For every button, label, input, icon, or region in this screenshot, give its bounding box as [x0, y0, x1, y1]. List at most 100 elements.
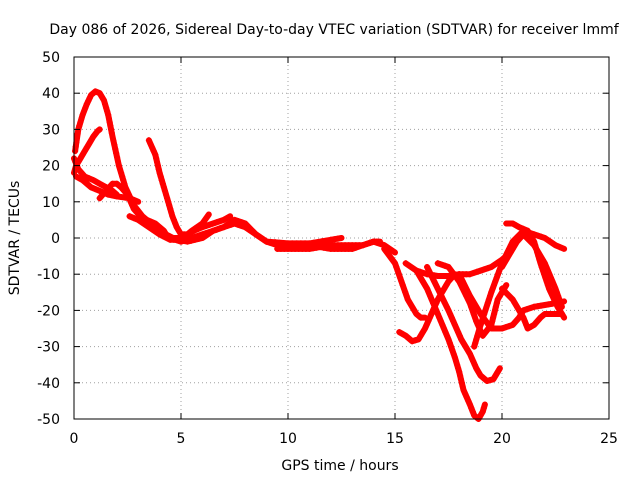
data-point — [394, 267, 401, 274]
data-point — [460, 387, 467, 393]
data-point — [473, 318, 480, 325]
data-point — [145, 137, 152, 144]
data-point — [533, 245, 540, 252]
data-point — [401, 285, 407, 292]
data-point — [471, 361, 478, 368]
data-point — [434, 285, 441, 292]
data-point — [424, 264, 431, 270]
data-point — [129, 202, 136, 209]
axis-ticks: 0 5 10 15 20 25 -50 -40 -30 -20 -10 0 10 20 30 40 50 — [37, 50, 618, 447]
data-point — [101, 189, 107, 196]
data-point — [491, 311, 498, 317]
data-point — [503, 256, 510, 263]
data-point — [482, 329, 489, 336]
y-tick-label: -10 — [37, 267, 60, 283]
y-tick-label: 0 — [51, 231, 60, 247]
data-point — [507, 249, 514, 256]
data-point — [422, 282, 428, 289]
y-tick-label: 10 — [42, 195, 60, 211]
data-point — [217, 225, 224, 232]
data-point — [413, 311, 420, 317]
data-point — [496, 267, 503, 274]
data-point — [173, 224, 180, 231]
data-point — [477, 412, 484, 419]
data-point — [88, 184, 95, 191]
y-tick-label: 20 — [42, 159, 60, 175]
data-point — [552, 285, 559, 292]
data-point — [425, 318, 432, 325]
data-point — [449, 347, 456, 354]
data-point — [437, 318, 444, 325]
data-point — [235, 218, 242, 225]
data-point — [460, 340, 467, 346]
data-point — [135, 216, 142, 223]
data-point — [457, 376, 464, 383]
data-point — [109, 192, 116, 199]
data-point — [483, 303, 490, 310]
data-point — [529, 235, 535, 241]
data-point — [388, 247, 395, 254]
data-point — [188, 237, 195, 244]
data-point — [524, 325, 531, 332]
data-point — [155, 166, 162, 173]
data-point — [231, 216, 238, 223]
data-point — [499, 325, 505, 332]
data-point — [422, 325, 428, 332]
data-point — [520, 307, 527, 314]
data-point — [473, 336, 480, 343]
data-point — [134, 209, 141, 216]
data-point — [220, 216, 227, 223]
data-point — [543, 278, 550, 285]
data-point — [492, 372, 499, 379]
data-point — [440, 296, 447, 303]
data-point — [159, 180, 166, 187]
data-point — [552, 300, 559, 307]
data-point — [402, 260, 409, 267]
data-point — [439, 321, 446, 328]
data-point — [433, 282, 439, 289]
data-point — [448, 343, 455, 350]
data-point — [509, 220, 516, 227]
data-point — [516, 314, 523, 321]
data-point — [90, 177, 97, 184]
data-point — [487, 292, 494, 299]
data-point — [456, 271, 463, 278]
data-point — [213, 226, 220, 233]
data-point — [518, 311, 525, 317]
data-point — [398, 278, 405, 285]
data-point — [475, 368, 482, 375]
data-point — [490, 376, 497, 383]
data-point — [130, 215, 137, 222]
data-point — [126, 195, 133, 202]
data-point — [210, 220, 217, 227]
data-point — [458, 379, 465, 386]
data-point — [168, 209, 175, 216]
data-point — [403, 292, 410, 299]
data-point — [117, 166, 123, 173]
data-point — [428, 296, 435, 303]
data-point — [436, 289, 443, 296]
data-point — [417, 274, 424, 281]
data-point — [492, 307, 498, 314]
data-point — [101, 97, 107, 104]
data-point — [436, 314, 443, 321]
data-point — [438, 261, 445, 268]
data-point — [213, 219, 220, 226]
data-point — [514, 238, 520, 245]
data-point — [110, 137, 117, 144]
data-point — [494, 296, 501, 303]
data-point — [103, 104, 110, 111]
data-point — [224, 215, 230, 222]
data-point — [458, 274, 464, 281]
data-point — [491, 282, 497, 289]
data-point — [532, 242, 539, 249]
data-point — [534, 318, 541, 325]
data-point — [445, 336, 452, 343]
data-point — [115, 162, 122, 169]
data-point — [406, 262, 413, 269]
data-point — [472, 314, 478, 321]
data-point — [448, 314, 455, 321]
data-point — [417, 314, 424, 321]
data-point — [489, 318, 496, 325]
data-point — [469, 307, 476, 314]
